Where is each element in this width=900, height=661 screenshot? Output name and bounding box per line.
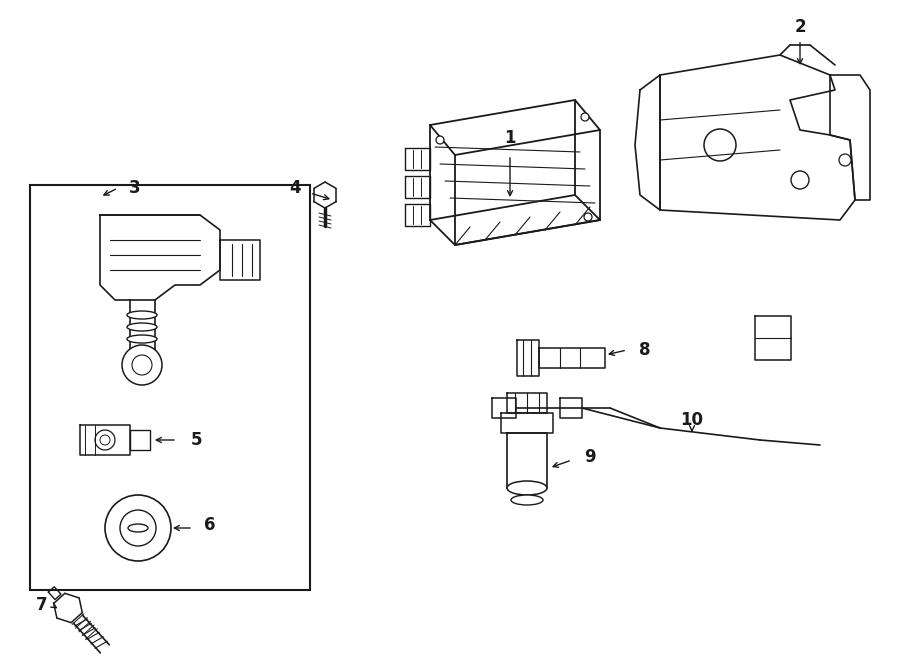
Text: 4: 4	[289, 179, 301, 197]
Bar	[30, 185, 310, 590]
Circle shape	[120, 510, 156, 546]
Circle shape	[839, 154, 851, 166]
Text: 7: 7	[36, 596, 48, 614]
Circle shape	[581, 113, 589, 121]
Text: 9: 9	[584, 448, 596, 466]
Text: 1: 1	[504, 129, 516, 147]
Ellipse shape	[511, 495, 543, 505]
Circle shape	[105, 495, 171, 561]
Circle shape	[584, 213, 592, 221]
Circle shape	[95, 430, 115, 450]
Circle shape	[704, 129, 736, 161]
Ellipse shape	[128, 524, 148, 532]
Ellipse shape	[127, 323, 157, 331]
Text: 10: 10	[680, 411, 704, 429]
Circle shape	[122, 345, 162, 385]
Circle shape	[791, 171, 809, 189]
Text: 8: 8	[639, 341, 651, 359]
Circle shape	[100, 435, 110, 445]
Ellipse shape	[127, 311, 157, 319]
Ellipse shape	[127, 335, 157, 343]
Text: 6: 6	[204, 516, 216, 534]
Text: 5: 5	[191, 431, 202, 449]
Ellipse shape	[507, 481, 547, 495]
Circle shape	[436, 136, 444, 144]
Text: 3: 3	[130, 179, 140, 197]
Circle shape	[132, 355, 152, 375]
Text: 2: 2	[794, 18, 806, 36]
